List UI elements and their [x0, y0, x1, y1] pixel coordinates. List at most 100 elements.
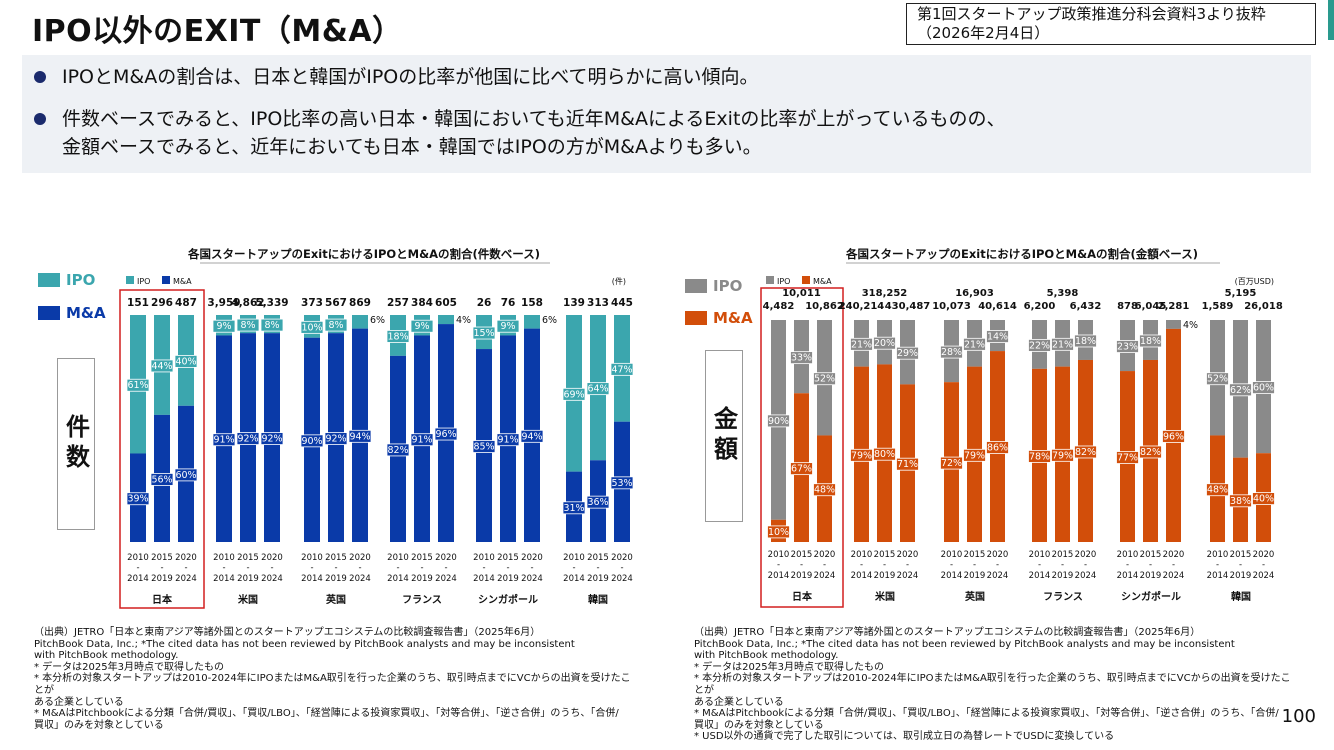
pct-label-ma: 67%	[791, 464, 812, 475]
footnote-line: 買収」のみを対象としている	[34, 719, 164, 731]
total-label: 869	[349, 297, 371, 309]
highlight-frame	[119, 289, 205, 609]
pct-label-ipo-bg	[386, 330, 410, 343]
period-dash: -	[1239, 560, 1242, 570]
footnote-line: with PitchBook methodology.	[694, 650, 839, 662]
total-label: 16,903	[955, 288, 994, 299]
period-start-label: 2010	[127, 553, 149, 563]
pct-label-ma: 72%	[941, 458, 962, 469]
pct-label-ipo: 20%	[874, 338, 895, 349]
total-label: 567	[325, 297, 347, 309]
legend-label-ipo: IPO	[777, 277, 790, 286]
total-label: 487	[175, 297, 197, 309]
pct-label-ma-bg	[1229, 494, 1252, 508]
period-start-label: 2020	[435, 553, 457, 563]
total-label: 318,252	[862, 288, 908, 299]
count-side-label-text: 件数	[61, 414, 90, 474]
total-label: 5,195	[1225, 288, 1257, 299]
pct-label-ma: 91%	[213, 435, 234, 446]
period-dash: -	[222, 563, 225, 573]
period-end-label: 2014	[563, 574, 585, 584]
side-legend-ma-label: M&A	[713, 309, 753, 327]
period-dash: -	[136, 563, 139, 573]
footnote-line: * 本分析の対象スタートアップは2010-2024年にIPOまたはM&A取引を行…	[694, 673, 1291, 696]
legend-label-ma: M&A	[813, 277, 832, 286]
pct-label-ipo: 18%	[1075, 336, 1096, 347]
bar-ipo	[438, 315, 454, 325]
pct-label-ma-bg	[150, 473, 174, 486]
footnote-line: （出典）JETRO「日本と東南アジア等諸外国とのスタートアップエコシステムの比較…	[694, 627, 1201, 638]
country-group: 英国37310%90%2010-20145678%92%2015-2019869…	[300, 297, 385, 606]
pct-label-ipo: 8%	[264, 320, 279, 331]
period-end-label: 2019	[1140, 571, 1162, 581]
pct-label-ipo: 90%	[768, 416, 789, 427]
period-start-label: 2015	[325, 553, 347, 563]
period-dash: -	[420, 563, 423, 573]
footnote-left: （出典）JETRO「日本と東南アジア等諸外国とのスタートアップエコシステムの比較…	[34, 627, 634, 731]
pct-label-ipo-bg	[496, 319, 520, 333]
pct-label-ipo-bg	[1139, 334, 1162, 348]
pct-label-ipo: 21%	[964, 339, 985, 350]
period-start-label: 2010	[387, 553, 409, 563]
pct-label-ipo: 61%	[127, 380, 148, 391]
total-label: 296	[151, 297, 173, 309]
pct-label-ipo: 8%	[328, 320, 343, 331]
period-dash: -	[184, 563, 187, 573]
total-label: 5,398	[1047, 288, 1079, 299]
pct-label-ma-bg	[126, 492, 150, 506]
pct-label-ma-bg	[212, 433, 236, 447]
total-label: 4,862	[231, 297, 264, 309]
period-dash: -	[950, 560, 953, 570]
summary-panel: IPOとM&Aの割合は、日本と韓国がIPOの比率が他国に比べて明らかに高い傾向。…	[22, 55, 1311, 173]
pct-label-ma: 36%	[587, 497, 608, 508]
total-label: 373	[301, 297, 323, 309]
country-label: フランス	[1043, 591, 1083, 603]
source-line-2: （2026年2月4日）	[917, 24, 1050, 42]
pct-label-ma: 91%	[411, 435, 432, 446]
footnote-line-usd: * USD以外の通貨で完了した取引については、取引成立日の為替レートでUSDに変…	[694, 731, 1115, 743]
period-dash: -	[596, 563, 599, 573]
period-start-label: 2015	[497, 553, 519, 563]
legend-label-ipo: IPO	[137, 277, 150, 286]
footnote-line: * 本分析の対象スタートアップは2010-2024年にIPOまたはM&A取引を行…	[34, 673, 631, 696]
period-dash: -	[1126, 560, 1129, 570]
period-dash: -	[973, 560, 976, 570]
pct-label-ma-bg	[410, 433, 434, 447]
period-dash: -	[996, 560, 999, 570]
pct-label-ipo: 9%	[500, 321, 515, 332]
pct-label-ma: 86%	[987, 443, 1008, 454]
total-label: 257	[387, 297, 409, 309]
bar-ipo	[1166, 320, 1181, 329]
total-label: 2,281	[1158, 301, 1190, 312]
period-start-label: 2010	[473, 553, 495, 563]
pct-label-ipo-bg	[260, 318, 284, 332]
country-group: 米国240,21421%79%2010-2014318,25220%80%201…	[839, 288, 931, 603]
pct-label-ma-bg	[472, 440, 496, 453]
pct-label-ma-bg	[1206, 483, 1229, 497]
period-end-label: 2014	[851, 571, 873, 581]
pct-label-ma-bg	[1028, 450, 1051, 463]
period-dash: -	[1084, 560, 1087, 570]
pct-label-ipo-bg	[174, 355, 198, 368]
total-label: 3,959	[207, 297, 240, 309]
summary-bullet-1-text: IPOとM&Aの割合は、日本と韓国がIPOの比率が他国に比べて明らかに高い傾向。	[62, 66, 759, 88]
pct-label-ipo-bg	[126, 378, 150, 392]
period-dash: -	[1061, 560, 1064, 570]
period-start-label: 2015	[874, 550, 896, 560]
pct-label-ma: 92%	[237, 434, 258, 445]
country-group: フランス25718%82%2010-20143849%91%2015-20196…	[386, 297, 471, 606]
period-dash: -	[334, 563, 337, 573]
total-label: 878	[1117, 301, 1138, 312]
legend-swatch-ipo	[126, 276, 134, 284]
total-label: 445	[611, 297, 633, 309]
pct-label-ma-bg	[1051, 448, 1074, 462]
source-line-1: 第1回スタートアップ政策推進分科会資料3より抜粋	[917, 5, 1266, 23]
total-label: 605	[435, 297, 457, 309]
pct-label-ipo: 44%	[151, 361, 172, 372]
pct-label-ma-bg	[963, 448, 986, 462]
period-dash: -	[246, 563, 249, 573]
pct-label-ipo-bg	[236, 318, 260, 332]
pct-label-ma: 85%	[473, 442, 494, 453]
pct-label-ipo-bg	[1229, 383, 1252, 397]
pct-label-ipo-bg	[986, 330, 1009, 343]
